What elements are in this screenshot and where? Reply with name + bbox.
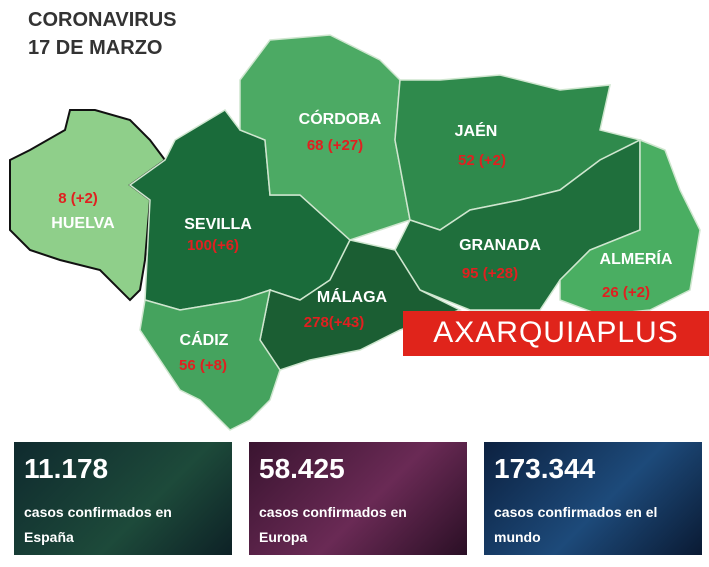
province-name: JAÉN xyxy=(455,121,498,140)
province-name: MÁLAGA xyxy=(317,287,388,306)
province-name: CÓRDOBA xyxy=(299,109,382,128)
stat-number: 173.344 xyxy=(494,453,596,484)
logo: AXARQUIAPLUS xyxy=(433,316,678,349)
stat-number: 58.425 xyxy=(259,453,345,484)
stat-text-line: mundo xyxy=(494,529,541,545)
stat-text-line: Europa xyxy=(259,529,308,545)
province-count: 68 (+27) xyxy=(307,137,363,154)
stat-card: 58.425 casos confirmados en Europa xyxy=(249,442,467,555)
stat-number: 11.178 xyxy=(24,453,109,484)
title-line: CORONAVIRUS xyxy=(28,9,177,31)
stat-text: casos confirmados en Europa xyxy=(259,500,457,550)
province-name: ALMERÍA xyxy=(600,249,673,268)
malaga-shape xyxy=(259,239,462,371)
province-name: CÁDIZ xyxy=(180,330,229,349)
province-count: 26 (+2) xyxy=(602,284,650,301)
stat-text: casos confirmados en España xyxy=(24,500,222,550)
province-count: 95 (+28) xyxy=(462,265,518,282)
logo-background xyxy=(403,311,709,356)
stat-text-line: casos confirmados en xyxy=(259,504,407,520)
title-line: 17 DE MARZO xyxy=(28,37,162,59)
province-count: 52 (+2) xyxy=(458,152,506,169)
province-count: 100(+6) xyxy=(187,237,239,254)
stat-text-line: casos confirmados en xyxy=(24,504,172,520)
province-count: 8 (+2) xyxy=(58,190,98,207)
cadiz-shape xyxy=(139,288,281,431)
provinces xyxy=(9,34,701,431)
stat-card: 173.344 casos confirmados en el mundo xyxy=(484,442,702,555)
province-name: GRANADA xyxy=(459,237,541,254)
stat-card: 11.178 casos confirmados en España xyxy=(14,442,232,555)
map: CORONAVIRUS 17 DE MARZO 8 (+2) HUELVA SE… xyxy=(9,9,709,431)
stat-text: casos confirmados en el mundo xyxy=(494,500,692,550)
province-name: HUELVA xyxy=(51,215,115,232)
stat-text-line: casos confirmados en el xyxy=(494,504,658,520)
stat-text-line: España xyxy=(24,529,74,545)
province-count: 56 (+8) xyxy=(179,357,227,374)
province-name: SEVILLA xyxy=(184,216,252,233)
province-count: 278(+43) xyxy=(304,314,364,331)
